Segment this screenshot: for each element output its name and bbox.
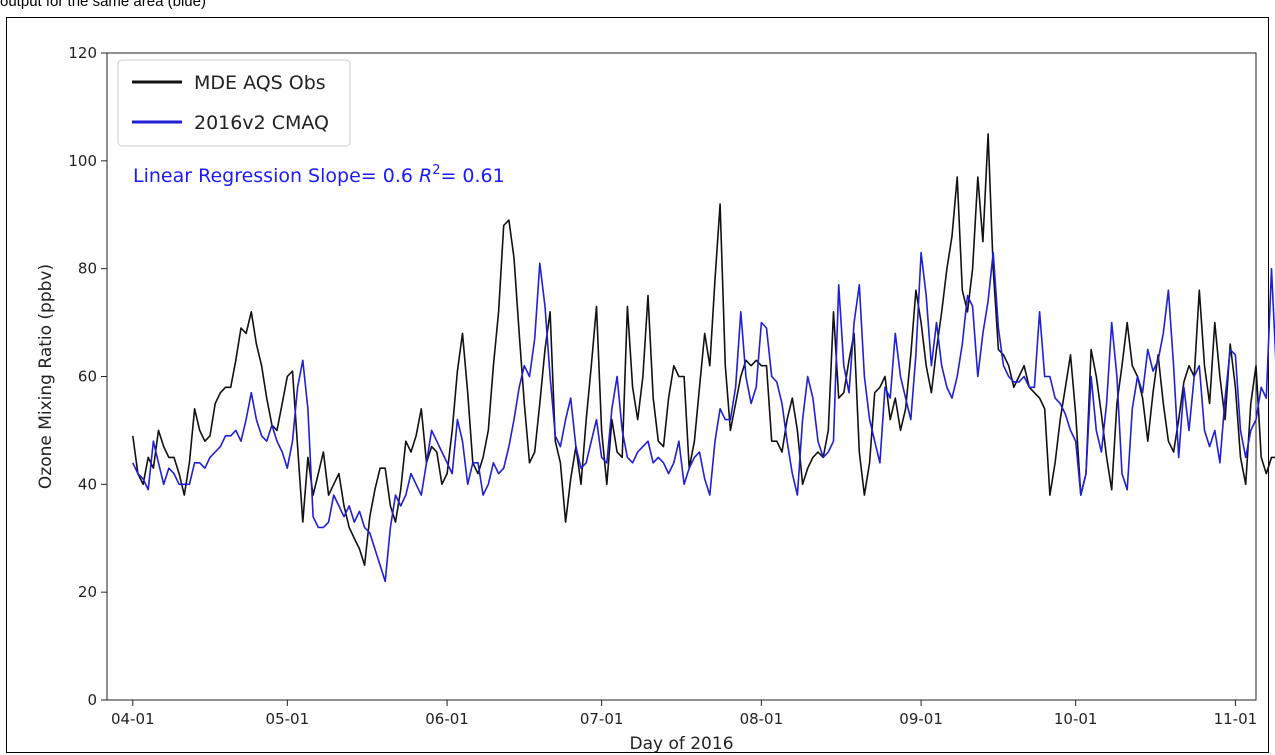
x-axis-title: Day of 2016 (629, 734, 733, 754)
legend-label: 2016v2 CMAQ (194, 112, 329, 134)
x-tick-label: 08-01 (740, 710, 784, 728)
x-tick-label: 07-01 (580, 710, 624, 728)
legend: MDE AQS Obs 2016v2 CMAQ (117, 59, 351, 147)
y-tick-label: 60 (78, 368, 97, 386)
series-line-cmaq (132, 251, 1275, 583)
x-tick-label: 09-01 (899, 710, 943, 728)
x-tick-label: 04-01 (111, 710, 155, 728)
figure-frame (6, 17, 1269, 753)
y-tick-label: 20 (78, 583, 97, 601)
x-tick-label: 10-01 (1054, 710, 1098, 728)
regression-annotation: Linear Regression Slope= 0.6 R2= 0.61 (133, 163, 505, 187)
y-tick-label: 80 (78, 260, 97, 278)
y-tick-label: 120 (68, 44, 97, 62)
x-tick-label: 05-01 (266, 710, 310, 728)
y-axis-title: Ozone Mixing Ratio (ppbv) (36, 264, 56, 489)
y-tick-label: 100 (68, 152, 97, 170)
series-line-obs (132, 133, 1275, 567)
figure-caption: output for the same area (blue) (0, 0, 206, 10)
x-tick-label: 06-01 (425, 710, 469, 728)
series-layer (132, 133, 1275, 583)
y-tick-label: 0 (87, 691, 97, 709)
y-tick-label: 40 (78, 475, 97, 493)
axes-layer: 0 20 40 60 80 100 120 04-01 05-01 06-01 07-01 08-01… (68, 44, 1257, 728)
legend-label: MDE AQS Obs (194, 72, 326, 94)
x-tick-label: 11-01 (1214, 710, 1258, 728)
